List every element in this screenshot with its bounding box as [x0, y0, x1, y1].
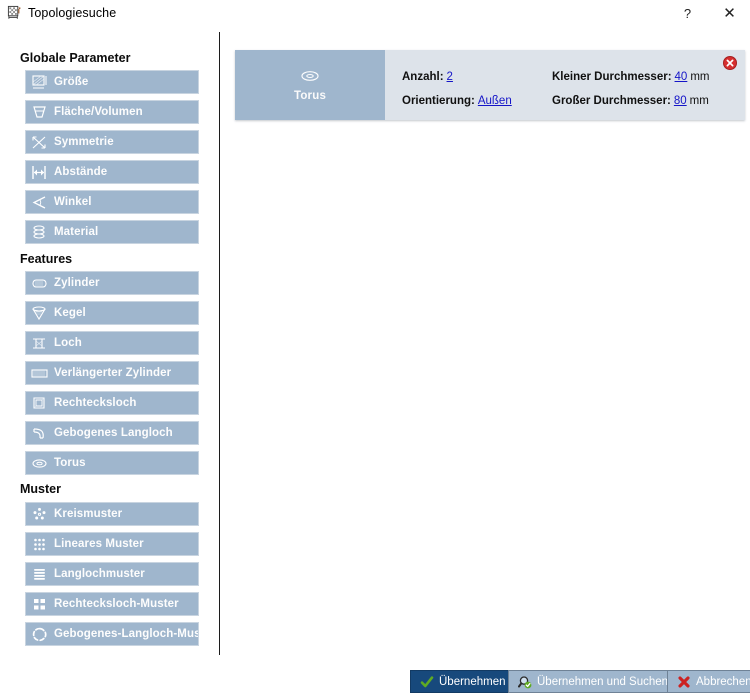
field-unit: mm [689, 95, 709, 107]
curved-slot-icon [30, 425, 49, 442]
rectangular-hole-icon [30, 395, 49, 412]
sidebar-item-winkel[interactable]: Winkel [25, 190, 199, 214]
extended-cylinder-icon [30, 365, 49, 382]
group-title-muster: Muster [20, 482, 61, 496]
torus-icon [30, 455, 49, 472]
title-bar: Topologiesuche ? ✕ [0, 0, 750, 27]
apply-button-label: Übernehmen [439, 675, 506, 688]
field-value[interactable]: 80 [673, 95, 687, 107]
sidebar-item-rechtecksloch-muster[interactable]: Rechtecksloch-Muster [25, 592, 199, 616]
cylinder-icon [30, 275, 49, 292]
sidebar-item-label: Kreismuster [54, 508, 123, 520]
linear-pattern-icon [30, 536, 49, 553]
sidebar-item-gebogenes-langloch-muster[interactable]: Gebogenes-Langloch-Muster [25, 622, 199, 646]
topology-search-icon [7, 5, 22, 20]
field-label: Großer Durchmesser: [552, 95, 671, 107]
sidebar-item-label: Fläche/Volumen [54, 106, 143, 118]
sidebar-item-groesse[interactable]: Größe [25, 70, 199, 94]
sidebar-item-label: Zylinder [54, 277, 100, 289]
sidebar-item-label: Lineares Muster [54, 538, 144, 550]
apply-button[interactable]: Übernehmen [410, 670, 516, 693]
sidebar-item-label: Rechtecksloch-Muster [54, 598, 179, 610]
sidebar-item-label: Symmetrie [54, 136, 114, 148]
field-grosser-durchmesser: Großer Durchmesser: 80 mm [552, 95, 709, 107]
curved-slot-pattern-icon [30, 626, 49, 643]
field-value[interactable]: 2 [446, 71, 453, 83]
sidebar-item-loch[interactable]: Loch [25, 331, 199, 355]
area-volume-icon [30, 104, 49, 121]
sidebar-item-lineares-muster[interactable]: Lineares Muster [25, 532, 199, 556]
feature-card-fields: Anzahl: 2 Orientierung: Außen Kleiner Durc… [385, 50, 745, 120]
sidebar-item-label: Material [54, 226, 99, 238]
cancel-button-label: Abbrechen [696, 675, 750, 688]
sidebar-item-label: Langlochmuster [54, 568, 145, 580]
size-icon [30, 74, 49, 91]
sidebar-item-label: Gebogenes-Langloch-Muster [54, 628, 198, 640]
sidebar-item-rechtecksloch[interactable]: Rechtecksloch [25, 391, 199, 415]
sidebar-item-label: Abstände [54, 166, 108, 178]
angle-icon [30, 194, 49, 211]
distances-icon [30, 164, 49, 181]
torus-icon [298, 68, 322, 87]
feature-card-torus[interactable]: Torus Anzahl: 2 Orientierung: Außen Kleine… [235, 50, 745, 120]
sidebar-item-label: Torus [54, 457, 86, 469]
sidebar-item-verlaengerter-zylinder[interactable]: Verlängerter Zylinder [25, 361, 199, 385]
sidebar-item-label: Größe [54, 76, 89, 88]
sidebar-item-langlochmuster[interactable]: Langlochmuster [25, 562, 199, 586]
field-value[interactable]: 40 [674, 71, 688, 83]
sidebar-item-symmetrie[interactable]: Symmetrie [25, 130, 199, 154]
field-orientierung: Orientierung: Außen [402, 95, 515, 107]
apply-and-search-button-label: Übernehmen und Suchen [537, 675, 669, 688]
sidebar-item-abstaende[interactable]: Abstände [25, 160, 199, 184]
sidebar-item-material[interactable]: Material [25, 220, 199, 244]
field-unit: mm [690, 71, 710, 83]
sidebar-item-label: Winkel [54, 196, 92, 208]
rectangular-hole-pattern-icon [30, 596, 49, 613]
window-title: Topologiesuche [28, 6, 117, 20]
feature-card-type-label: Torus [293, 90, 327, 102]
group-title-globale-parameter: Globale Parameter [20, 51, 131, 65]
material-icon [30, 224, 49, 241]
sidebar-item-kreismuster[interactable]: Kreismuster [25, 502, 199, 526]
cancel-button[interactable]: Abbrechen [667, 670, 750, 693]
field-label: Kleiner Durchmesser: [552, 71, 672, 83]
results-panel [228, 34, 742, 654]
sidebar-item-label: Rechtecksloch [54, 397, 137, 409]
field-anzahl: Anzahl: 2 [402, 71, 456, 83]
sidebar-item-label: Gebogenes Langloch [54, 427, 173, 439]
search-check-icon [518, 675, 532, 689]
feature-card-type: Torus [235, 50, 385, 120]
close-button[interactable]: ✕ [723, 5, 736, 22]
remove-feature-icon[interactable] [723, 56, 737, 70]
sidebar-item-flaeche-volumen[interactable]: Fläche/Volumen [25, 100, 199, 124]
apply-and-search-button[interactable]: Übernehmen und Suchen [508, 670, 679, 693]
field-kleiner-durchmesser: Kleiner Durchmesser: 40 mm [552, 71, 710, 83]
sidebar-item-gebogenes-langloch[interactable]: Gebogenes Langloch [25, 421, 199, 445]
group-title-features: Features [20, 252, 73, 266]
sidebar: Globale Parameter Größe Fläche [0, 30, 219, 655]
sidebar-item-label: Verlängerter Zylinder [54, 367, 172, 379]
field-label: Anzahl: [402, 71, 444, 83]
check-icon [420, 675, 434, 689]
circular-pattern-icon [30, 506, 49, 523]
help-button[interactable]: ? [683, 6, 692, 21]
panel-divider [219, 32, 220, 655]
cross-icon [677, 675, 691, 689]
field-label: Orientierung: [402, 95, 475, 107]
cone-icon [30, 305, 49, 322]
sidebar-item-label: Loch [54, 337, 82, 349]
hole-icon [30, 335, 49, 352]
field-value[interactable]: Außen [477, 95, 512, 107]
sidebar-item-label: Kegel [54, 307, 86, 319]
sidebar-item-zylinder[interactable]: Zylinder [25, 271, 199, 295]
sidebar-item-torus[interactable]: Torus [25, 451, 199, 475]
sidebar-item-kegel[interactable]: Kegel [25, 301, 199, 325]
symmetry-icon [30, 134, 49, 151]
slot-pattern-icon [30, 566, 49, 583]
